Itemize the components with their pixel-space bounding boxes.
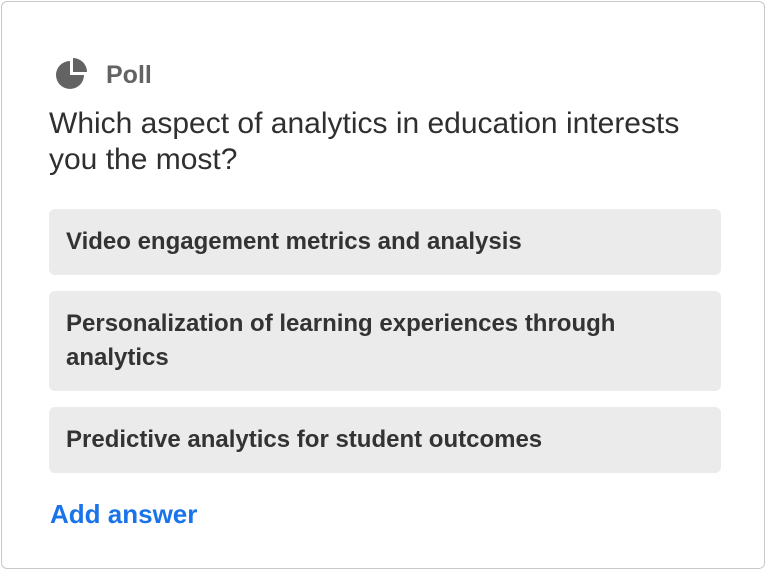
answer-option[interactable]: Personalization of learning experiences … [49,291,721,391]
answer-list: Video engagement metrics and analysis Pe… [49,209,721,473]
poll-question: Which aspect of analytics in education i… [49,107,680,176]
pie-chart-icon [56,58,87,89]
add-answer-link[interactable]: Add answer [50,499,198,529]
answer-option[interactable]: Predictive analytics for student outcome… [49,407,721,473]
poll-label: Poll [106,60,152,89]
answer-option[interactable]: Video engagement metrics and analysis [49,209,721,275]
poll-header: Poll [54,57,152,93]
